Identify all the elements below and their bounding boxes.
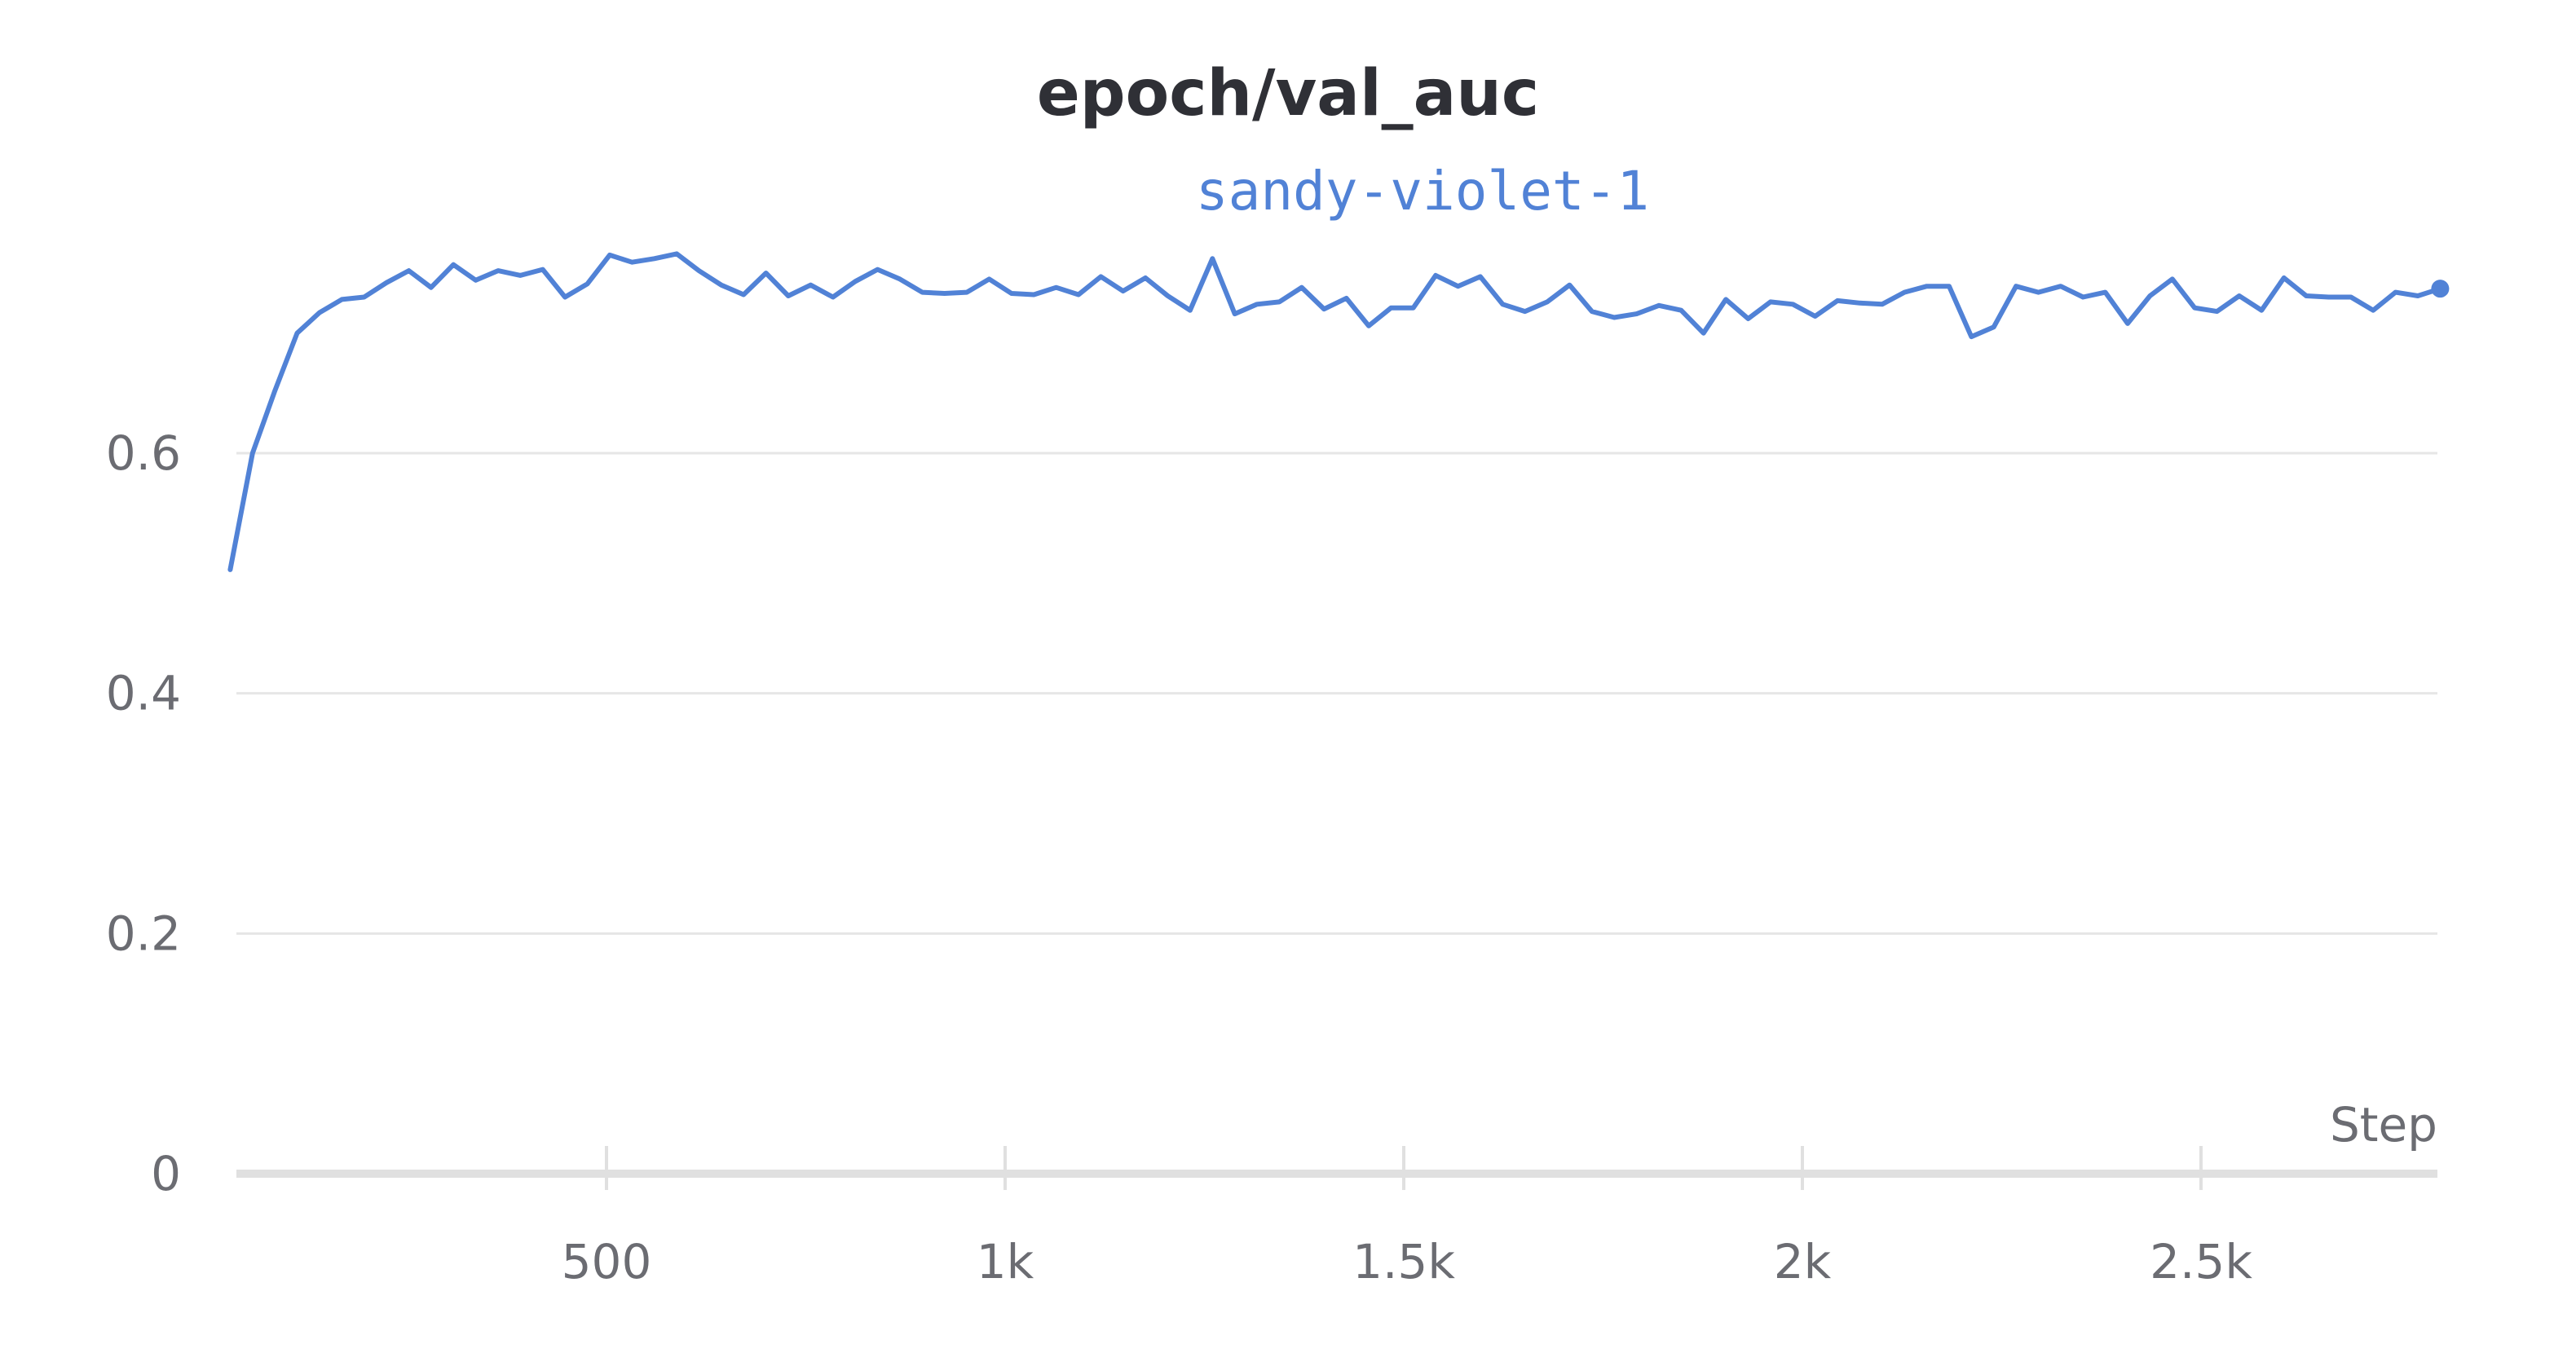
x-tick-label: 1k: [977, 1234, 1034, 1289]
y-tick-label: 0.2: [106, 906, 181, 961]
x-axis: 500 1k 1.5k 2k 2.5k: [236, 1146, 2437, 1289]
y-tick-label: 0.4: [106, 666, 181, 721]
legend-series-label: sandy-violet-1: [1195, 160, 1650, 223]
y-tick-label: 0.6: [106, 425, 181, 481]
series-end-point: [2431, 280, 2450, 298]
y-tick-label: 0: [151, 1146, 181, 1201]
series-layer: [227, 251, 2450, 572]
grid-lines: [236, 452, 2437, 935]
series-line: [227, 251, 2443, 572]
x-tick-label: 2.5k: [2150, 1234, 2252, 1289]
x-axis-label: Step: [2330, 1097, 2437, 1152]
y-axis: 0 0.2 0.4 0.6: [106, 425, 181, 1201]
x-tick-label: 500: [562, 1234, 652, 1289]
x-tick-label: 1.5k: [1352, 1234, 1455, 1289]
x-tick-label: 2k: [1774, 1234, 1832, 1289]
chart-title: epoch/val_auc: [1036, 57, 1540, 130]
